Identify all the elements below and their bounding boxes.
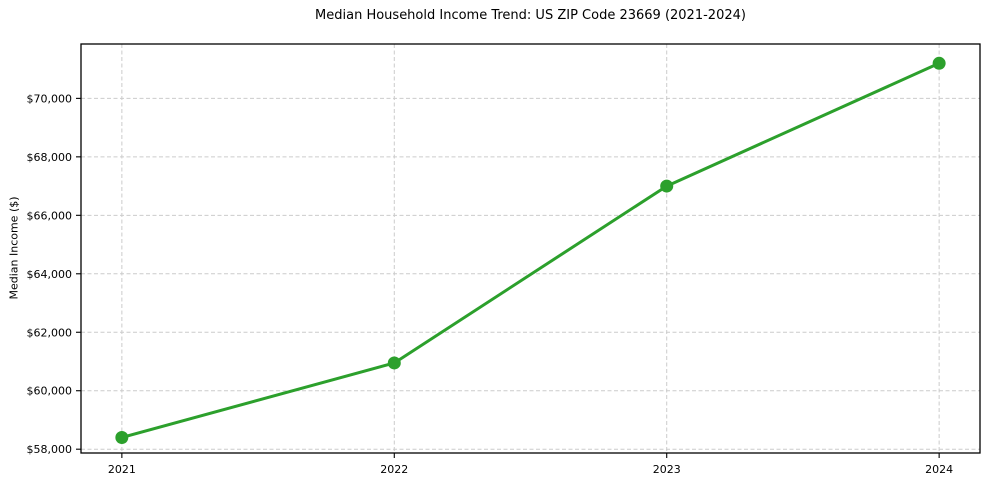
y-tick-label: $68,000 <box>27 151 73 164</box>
x-tick-label: 2023 <box>653 463 681 476</box>
y-tick-label: $58,000 <box>27 443 73 456</box>
plot-border <box>80 43 981 454</box>
trend-line <box>120 61 941 440</box>
data-point-marker <box>115 431 129 445</box>
y-tick-label: $64,000 <box>27 268 73 281</box>
x-tick-label: 2024 <box>925 463 953 476</box>
data-point-marker <box>387 356 401 370</box>
y-tick-label: $66,000 <box>27 209 73 222</box>
data-point-marker <box>932 56 946 70</box>
y-tick-label: $60,000 <box>27 385 73 398</box>
x-tick-label: 2022 <box>380 463 408 476</box>
chart-title: Median Household Income Trend: US ZIP Co… <box>315 8 746 23</box>
data-point-marker <box>660 179 674 193</box>
x-tick-label: 2021 <box>108 463 136 476</box>
y-tick-label: $70,000 <box>27 92 73 105</box>
y-tick-label: $62,000 <box>27 326 73 339</box>
